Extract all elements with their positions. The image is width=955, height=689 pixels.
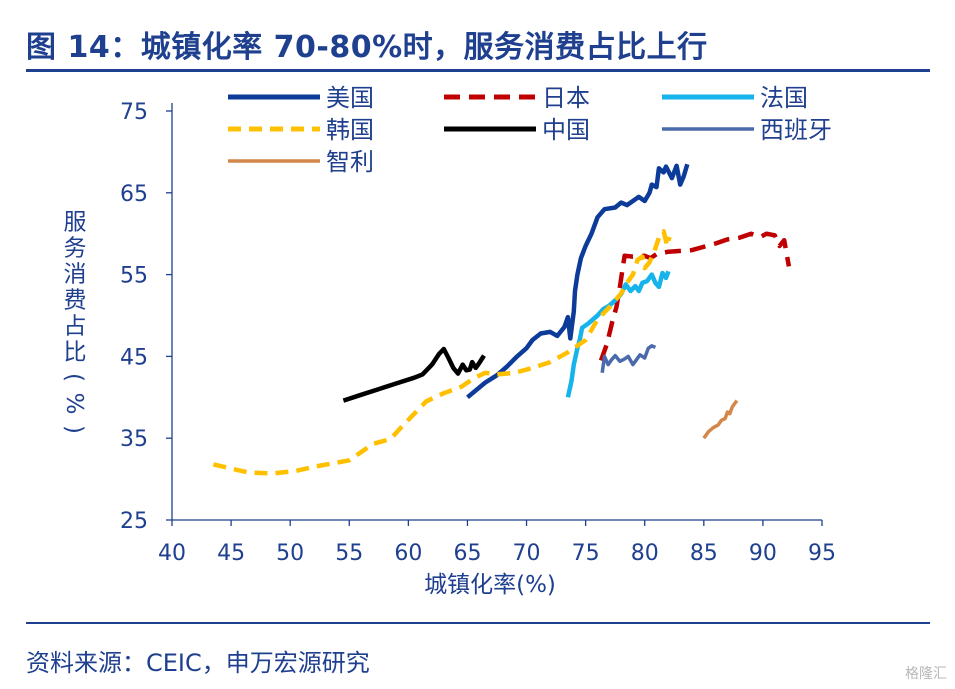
footer-rule xyxy=(26,622,930,624)
axes-group: 25 35 45 55 65 75 40 45 50 55 60 65 70 75 80 85 90 95 xyxy=(120,100,836,566)
legend-label: 韩国 xyxy=(326,116,374,144)
y-axis-title-char: 占 xyxy=(64,314,87,340)
x-tick-label: 40 xyxy=(158,541,186,566)
y-axis-title-char: % xyxy=(61,393,87,415)
y-tick-label: 75 xyxy=(120,100,148,125)
x-tick-label: 70 xyxy=(513,541,541,566)
x-tick-label: 50 xyxy=(276,541,304,566)
series-line xyxy=(466,163,690,400)
y-axis-title-char: ) xyxy=(61,425,87,434)
y-axis-title-char: 务 xyxy=(64,236,87,262)
plot-area xyxy=(212,163,792,476)
x-tick-label: 45 xyxy=(217,541,245,566)
legend-label: 西班牙 xyxy=(760,116,832,144)
legend-label: 美国 xyxy=(326,84,374,112)
source-note: 资料来源：CEIC，申万宏源研究 xyxy=(26,649,370,677)
y-tick-label: 35 xyxy=(120,427,148,452)
watermark: 格隆汇 xyxy=(905,666,947,682)
legend-label: 日本 xyxy=(542,84,590,112)
y-axis-title-char: 服 xyxy=(64,210,87,236)
series-line xyxy=(212,228,672,476)
y-tick-label: 25 xyxy=(120,509,148,534)
y-tick-label: 45 xyxy=(120,345,148,370)
y-axis-title-char: 费 xyxy=(64,288,87,314)
title-rule xyxy=(26,69,930,72)
x-tick-label: 60 xyxy=(394,541,422,566)
y-tick-label: 55 xyxy=(120,264,148,289)
series-line xyxy=(702,399,739,440)
x-tick-label: 90 xyxy=(749,541,777,566)
legend-label: 中国 xyxy=(542,116,590,144)
y-axis-title-char: 消 xyxy=(64,262,87,288)
y-axis-title-char: ( xyxy=(61,373,87,382)
chart-title: 图 14：城镇化率 70-80%时，服务消费占比上行 xyxy=(26,30,708,65)
y-tick-label: 65 xyxy=(120,182,148,207)
x-tick-label: 80 xyxy=(631,541,659,566)
legend-label: 法国 xyxy=(760,84,808,112)
legend-label: 智利 xyxy=(326,148,374,176)
y-axis-title-char: 比 xyxy=(64,340,87,366)
series-line xyxy=(342,346,486,403)
series-line xyxy=(600,344,657,374)
x-tick-label: 55 xyxy=(335,541,363,566)
x-axis-title: 城镇化率(%) xyxy=(424,572,556,598)
x-tick-label: 95 xyxy=(808,541,836,566)
series-line xyxy=(598,231,792,362)
x-tick-label: 65 xyxy=(453,541,481,566)
x-tick-label: 75 xyxy=(572,541,600,566)
x-tick-label: 85 xyxy=(690,541,718,566)
series-line xyxy=(565,270,671,398)
y-axis-title: 服务消费占比 (%) xyxy=(61,210,87,434)
